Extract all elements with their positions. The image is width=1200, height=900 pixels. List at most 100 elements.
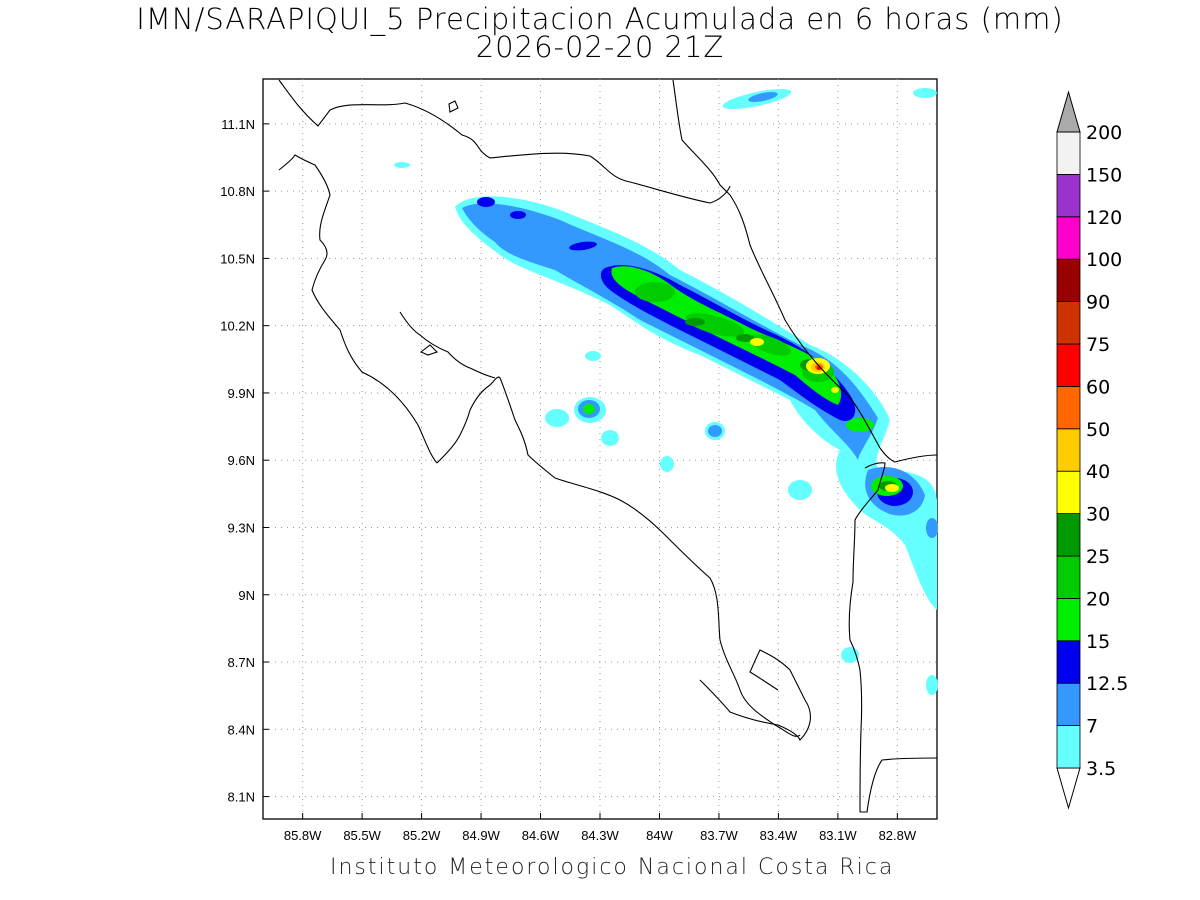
colorbar-level-label: 30 bbox=[1086, 504, 1110, 526]
colorbar-level-label: 15 bbox=[1086, 631, 1110, 653]
nicaragua-border bbox=[278, 79, 731, 204]
panama-border bbox=[852, 462, 886, 583]
colorbar-segment bbox=[1056, 513, 1081, 557]
colorbar-level-label: 120 bbox=[1086, 207, 1122, 229]
colorbar-max-triangle bbox=[1056, 90, 1081, 133]
rain-cell bbox=[569, 241, 597, 251]
lon-tick-label: 84.3W bbox=[581, 828, 619, 843]
colorbar-level-label: 3.5 bbox=[1086, 758, 1116, 780]
lon-tick-label: 83.4W bbox=[760, 828, 798, 843]
colorbar-segment bbox=[1056, 131, 1081, 175]
rain-cell bbox=[926, 518, 938, 538]
rain-cell bbox=[708, 425, 722, 437]
lon-tick-label: 82.8W bbox=[879, 828, 917, 843]
lat-tick-label: 10.5N bbox=[220, 251, 255, 266]
colorbar-level-label: 25 bbox=[1086, 546, 1110, 568]
colorbar-level-label: 60 bbox=[1086, 376, 1110, 398]
colorbar-segment bbox=[1056, 598, 1081, 642]
colorbar-segment bbox=[1056, 343, 1081, 387]
lat-tick-label: 11.1N bbox=[221, 117, 255, 132]
burica-point bbox=[848, 581, 863, 813]
rain-cell bbox=[545, 409, 569, 427]
colorbar-segment bbox=[1056, 555, 1081, 599]
rain-cell bbox=[583, 404, 595, 414]
rain-cell bbox=[477, 197, 495, 207]
nicoya-bay bbox=[399, 311, 496, 379]
rain-cell bbox=[748, 91, 778, 103]
colorbar-segment bbox=[1056, 428, 1081, 472]
rain-cell bbox=[750, 338, 764, 346]
colorbar-level-label: 75 bbox=[1086, 334, 1110, 356]
rain-cell bbox=[660, 456, 674, 472]
lat-tick-label: 9.6N bbox=[228, 453, 255, 468]
latitude-tick-labels: 11.1N 10.8N 10.5N 10.2N 9.9N 9.6N 9.3N 9N 8.7N 8.… bbox=[220, 117, 255, 805]
map-frame bbox=[262, 78, 938, 820]
colorbar-segment bbox=[1056, 682, 1081, 727]
colorbar-level-label: 40 bbox=[1086, 461, 1110, 483]
lon-tick-label: 83.1W bbox=[819, 828, 857, 843]
rain-cell bbox=[685, 318, 705, 326]
colorbar-segment bbox=[1056, 725, 1081, 769]
colorbar-min-triangle bbox=[1056, 767, 1081, 810]
rain-cell bbox=[926, 675, 938, 695]
lat-tick-label: 10.2N bbox=[220, 319, 255, 334]
nicoya-gulf bbox=[436, 376, 801, 737]
rain-cell bbox=[510, 211, 526, 219]
rain-cell bbox=[831, 387, 839, 393]
lat-tick-label: 9.3N bbox=[228, 520, 255, 535]
island bbox=[448, 100, 459, 113]
colorbar-level-label: 12.5 bbox=[1086, 673, 1128, 695]
lat-tick-label: 9N bbox=[238, 588, 255, 603]
colorbar-level-label: 7 bbox=[1086, 716, 1098, 738]
lon-tick-label: 83.7W bbox=[700, 828, 738, 843]
map-title: IMN/SARAPIQUI_5 Precipitacion Acumulada … bbox=[136, 2, 1064, 36]
rain-cell bbox=[846, 418, 874, 432]
lat-tick-label: 8.7N bbox=[228, 655, 255, 670]
colorbar-segment bbox=[1056, 173, 1081, 218]
lon-tick-label: 84.9W bbox=[462, 828, 500, 843]
coastlines bbox=[278, 79, 938, 813]
colorbar-segment bbox=[1056, 216, 1081, 260]
map-subtitle: 2026-02-20 21Z bbox=[475, 30, 725, 64]
colorbar-segment bbox=[1056, 470, 1081, 515]
osa-peninsula bbox=[699, 649, 811, 741]
rain-cell bbox=[913, 88, 937, 98]
colorbar-segment bbox=[1056, 385, 1081, 430]
lat-tick-label: 8.4N bbox=[228, 722, 255, 737]
lat-tick-label: 9.9N bbox=[228, 386, 255, 401]
colorbar-level-label: 150 bbox=[1086, 164, 1122, 186]
rain-cell bbox=[736, 334, 754, 342]
rain-cell bbox=[601, 430, 619, 446]
rain-cell bbox=[394, 162, 410, 168]
lon-tick-label: 85.5W bbox=[343, 828, 381, 843]
lon-tick-label: 84.6W bbox=[522, 828, 560, 843]
colorbar-level-label: 200 bbox=[1086, 122, 1122, 144]
colorbar-segment bbox=[1056, 640, 1081, 684]
colorbar-segment bbox=[1056, 301, 1081, 345]
lon-tick-label: 85.8W bbox=[284, 828, 322, 843]
lon-tick-label: 85.2W bbox=[403, 828, 441, 843]
rain-band-7 bbox=[462, 203, 878, 460]
plot-area bbox=[262, 78, 938, 820]
caribbean-coast-north bbox=[672, 79, 881, 449]
lat-tick-label: 10.8N bbox=[220, 184, 255, 199]
small-island bbox=[419, 344, 439, 356]
lat-tick-label: 8.1N bbox=[228, 790, 255, 805]
precipitation-fields bbox=[394, 88, 938, 695]
caribbean-coast-south bbox=[879, 447, 938, 463]
colorbar-level-label: 50 bbox=[1086, 419, 1110, 441]
rain-cell bbox=[885, 484, 899, 492]
colorbar-segment bbox=[1056, 258, 1081, 303]
pacific-coast-north bbox=[278, 154, 438, 464]
rain-cell bbox=[635, 282, 675, 302]
rain-cell bbox=[585, 351, 601, 361]
colorbar-level-label: 20 bbox=[1086, 588, 1110, 610]
colorbar-level-label: 90 bbox=[1086, 292, 1110, 314]
colorbar-level-label: 100 bbox=[1086, 249, 1122, 271]
lon-tick-label: 84W bbox=[646, 828, 673, 843]
longitude-tick-labels: 85.8W 85.5W 85.2W 84.9W 84.6W 84.3W 84W 83.7W 83… bbox=[284, 828, 917, 843]
footer-credit: Instituto Meteorologico Nacional Costa R… bbox=[330, 855, 895, 880]
colorbar: 3.5 7 12.5 15 20 25 30 40 50 60 75 90 100 120 150 200 bbox=[1056, 90, 1128, 810]
panama-coast bbox=[860, 757, 938, 813]
rain-cell bbox=[788, 480, 812, 500]
